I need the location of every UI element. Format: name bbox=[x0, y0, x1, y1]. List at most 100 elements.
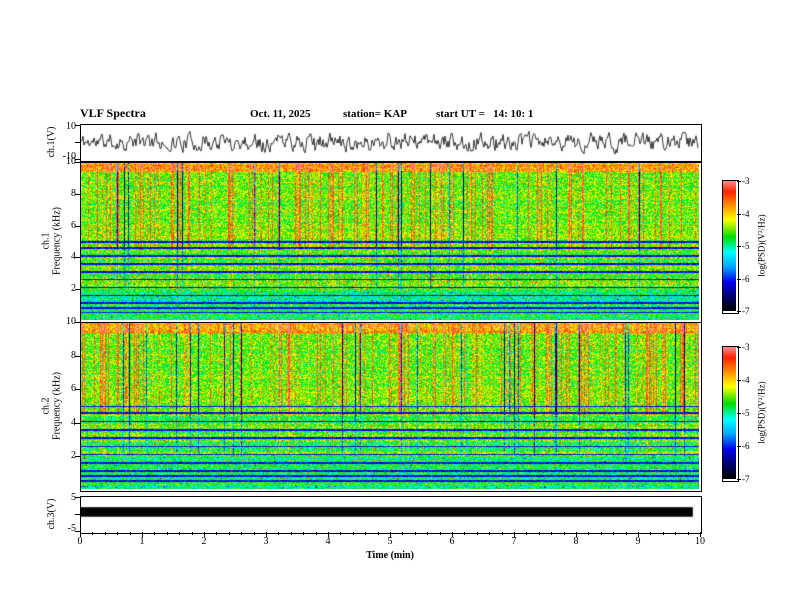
colorbar-tick-mark bbox=[737, 246, 741, 247]
x-minor-tick-mark bbox=[303, 532, 305, 535]
date-label: Oct. 11, 2025 bbox=[250, 108, 311, 120]
colorbar-ch2-axis-text: log(PSD)(V²/Hz) bbox=[756, 381, 767, 444]
y-tick-label: 4 bbox=[71, 416, 76, 428]
x-tick-label: 4 bbox=[325, 536, 331, 547]
colorbar-tick-mark bbox=[737, 214, 741, 215]
colorbar-ch1-axis-label: log(PSD)(V²/Hz) bbox=[757, 180, 768, 312]
ch3-voltage-axis-text: ch.3(V) bbox=[46, 498, 57, 530]
x-minor-tick-mark bbox=[489, 532, 491, 535]
x-tick-label: 1 bbox=[139, 536, 145, 547]
ch3-waveform-canvas bbox=[81, 497, 699, 531]
x-tick-mark bbox=[204, 532, 205, 537]
x-minor-tick-mark bbox=[613, 532, 615, 535]
x-minor-tick-mark bbox=[551, 532, 553, 535]
x-minor-tick-mark bbox=[365, 532, 367, 535]
x-minor-tick-mark bbox=[439, 532, 441, 535]
x-minor-tick-mark bbox=[117, 532, 119, 535]
x-tick-mark bbox=[700, 532, 701, 537]
colorbar-tick-label: -6 bbox=[742, 441, 750, 451]
y-tick-mark bbox=[75, 226, 80, 227]
colorbar-tick-mark bbox=[737, 181, 741, 182]
y-tick-label: 2 bbox=[71, 450, 76, 462]
x-tick-label: 7 bbox=[511, 536, 517, 547]
x-minor-tick-mark bbox=[179, 532, 181, 535]
colorbar-tick-mark bbox=[737, 446, 741, 447]
ch1-axis-channel-text: ch.1 bbox=[40, 232, 52, 250]
time-axis-label: Time (min) bbox=[366, 550, 414, 561]
x-tick-mark bbox=[452, 532, 453, 537]
x-minor-tick-mark bbox=[104, 532, 106, 535]
start-ut-label: start UT = 14: 10: 1 bbox=[436, 108, 534, 120]
x-minor-tick-mark bbox=[650, 532, 652, 535]
x-tick-mark bbox=[80, 532, 81, 537]
ch2-spectrogram-panel bbox=[80, 322, 702, 492]
y-tick-mark bbox=[75, 162, 80, 163]
y-tick-label: 10 bbox=[66, 156, 76, 167]
colorbar-tick-mark bbox=[737, 311, 741, 312]
ch1-frequency-axis-label: ch.1 Frequency (kHz) bbox=[41, 162, 63, 321]
y-tick-label: 2 bbox=[71, 283, 76, 295]
colorbar-tick-label: -3 bbox=[742, 342, 750, 352]
y-tick-mark bbox=[75, 159, 80, 160]
x-minor-tick-mark bbox=[427, 532, 429, 535]
colorbar-tick-mark bbox=[737, 479, 741, 480]
x-tick-mark bbox=[328, 532, 329, 537]
colorbar-tick-label: -3 bbox=[742, 176, 750, 186]
x-minor-tick-mark bbox=[154, 532, 156, 535]
x-minor-tick-mark bbox=[228, 532, 230, 535]
x-minor-tick-mark bbox=[129, 532, 131, 535]
ch1-axis-frequency-text: Frequency (kHz) bbox=[51, 206, 63, 276]
ch1v-ytick-top: 10 bbox=[66, 121, 76, 132]
y-tick-label: 6 bbox=[71, 383, 76, 395]
x-tick-mark bbox=[390, 532, 391, 537]
colorbar-tick-mark bbox=[737, 347, 741, 348]
x-tick-label: 3 bbox=[263, 536, 269, 547]
y-tick-mark bbox=[75, 497, 80, 498]
ch3-waveform-panel bbox=[80, 496, 702, 534]
colorbar-tick-label: -7 bbox=[742, 306, 750, 316]
colorbar-tick-label: -5 bbox=[742, 408, 750, 418]
y-tick-mark bbox=[75, 194, 80, 195]
x-minor-tick-mark bbox=[625, 532, 627, 535]
x-minor-tick-mark bbox=[340, 532, 342, 535]
ch1-waveform-panel bbox=[80, 124, 702, 162]
y-tick-label: 6 bbox=[71, 219, 76, 231]
x-minor-tick-mark bbox=[600, 532, 602, 535]
colorbar-ch1 bbox=[722, 180, 739, 314]
y-tick-mark bbox=[75, 423, 80, 424]
y-tick-label: 8 bbox=[71, 349, 76, 361]
x-minor-tick-mark bbox=[662, 532, 664, 535]
colorbar-ch2 bbox=[722, 346, 739, 482]
y-tick-mark bbox=[75, 514, 80, 515]
colorbar-tick-label: -4 bbox=[742, 208, 750, 219]
y-tick-mark bbox=[75, 257, 80, 258]
x-minor-tick-mark bbox=[315, 532, 317, 535]
x-tick-mark bbox=[576, 532, 577, 537]
colorbar-ch1-axis-text: log(PSD)(V²/Hz) bbox=[756, 214, 767, 277]
colorbar-ch2-axis-label: log(PSD)(V²/Hz) bbox=[757, 347, 768, 479]
figure-title: VLF Spectra bbox=[80, 106, 146, 120]
x-minor-tick-mark bbox=[216, 532, 218, 535]
x-minor-tick-mark bbox=[476, 532, 478, 535]
ch1-waveform-canvas bbox=[81, 125, 699, 159]
colorbar-tick-label: -5 bbox=[742, 241, 750, 251]
x-minor-tick-mark bbox=[352, 532, 354, 535]
colorbar-tick-label: -6 bbox=[742, 273, 750, 284]
x-minor-tick-mark bbox=[377, 532, 379, 535]
x-tick-label: 10 bbox=[695, 536, 705, 547]
colorbar-tick-mark bbox=[737, 380, 741, 381]
y-tick-mark bbox=[75, 531, 80, 532]
x-minor-tick-mark bbox=[414, 532, 416, 535]
colorbar-ch1-canvas bbox=[723, 181, 736, 311]
x-tick-mark bbox=[142, 532, 143, 537]
ch1-spectrogram-canvas bbox=[81, 163, 699, 320]
y-tick-label: 4 bbox=[71, 251, 76, 263]
ch1v-ytick-bottom: -10 bbox=[62, 151, 76, 162]
x-minor-tick-mark bbox=[563, 532, 565, 535]
colorbar-tick-label: -4 bbox=[742, 375, 750, 385]
station-label: station= KAP bbox=[343, 108, 408, 120]
x-minor-tick-mark bbox=[278, 532, 280, 535]
x-minor-tick-mark bbox=[253, 532, 255, 535]
x-minor-tick-mark bbox=[464, 532, 466, 535]
